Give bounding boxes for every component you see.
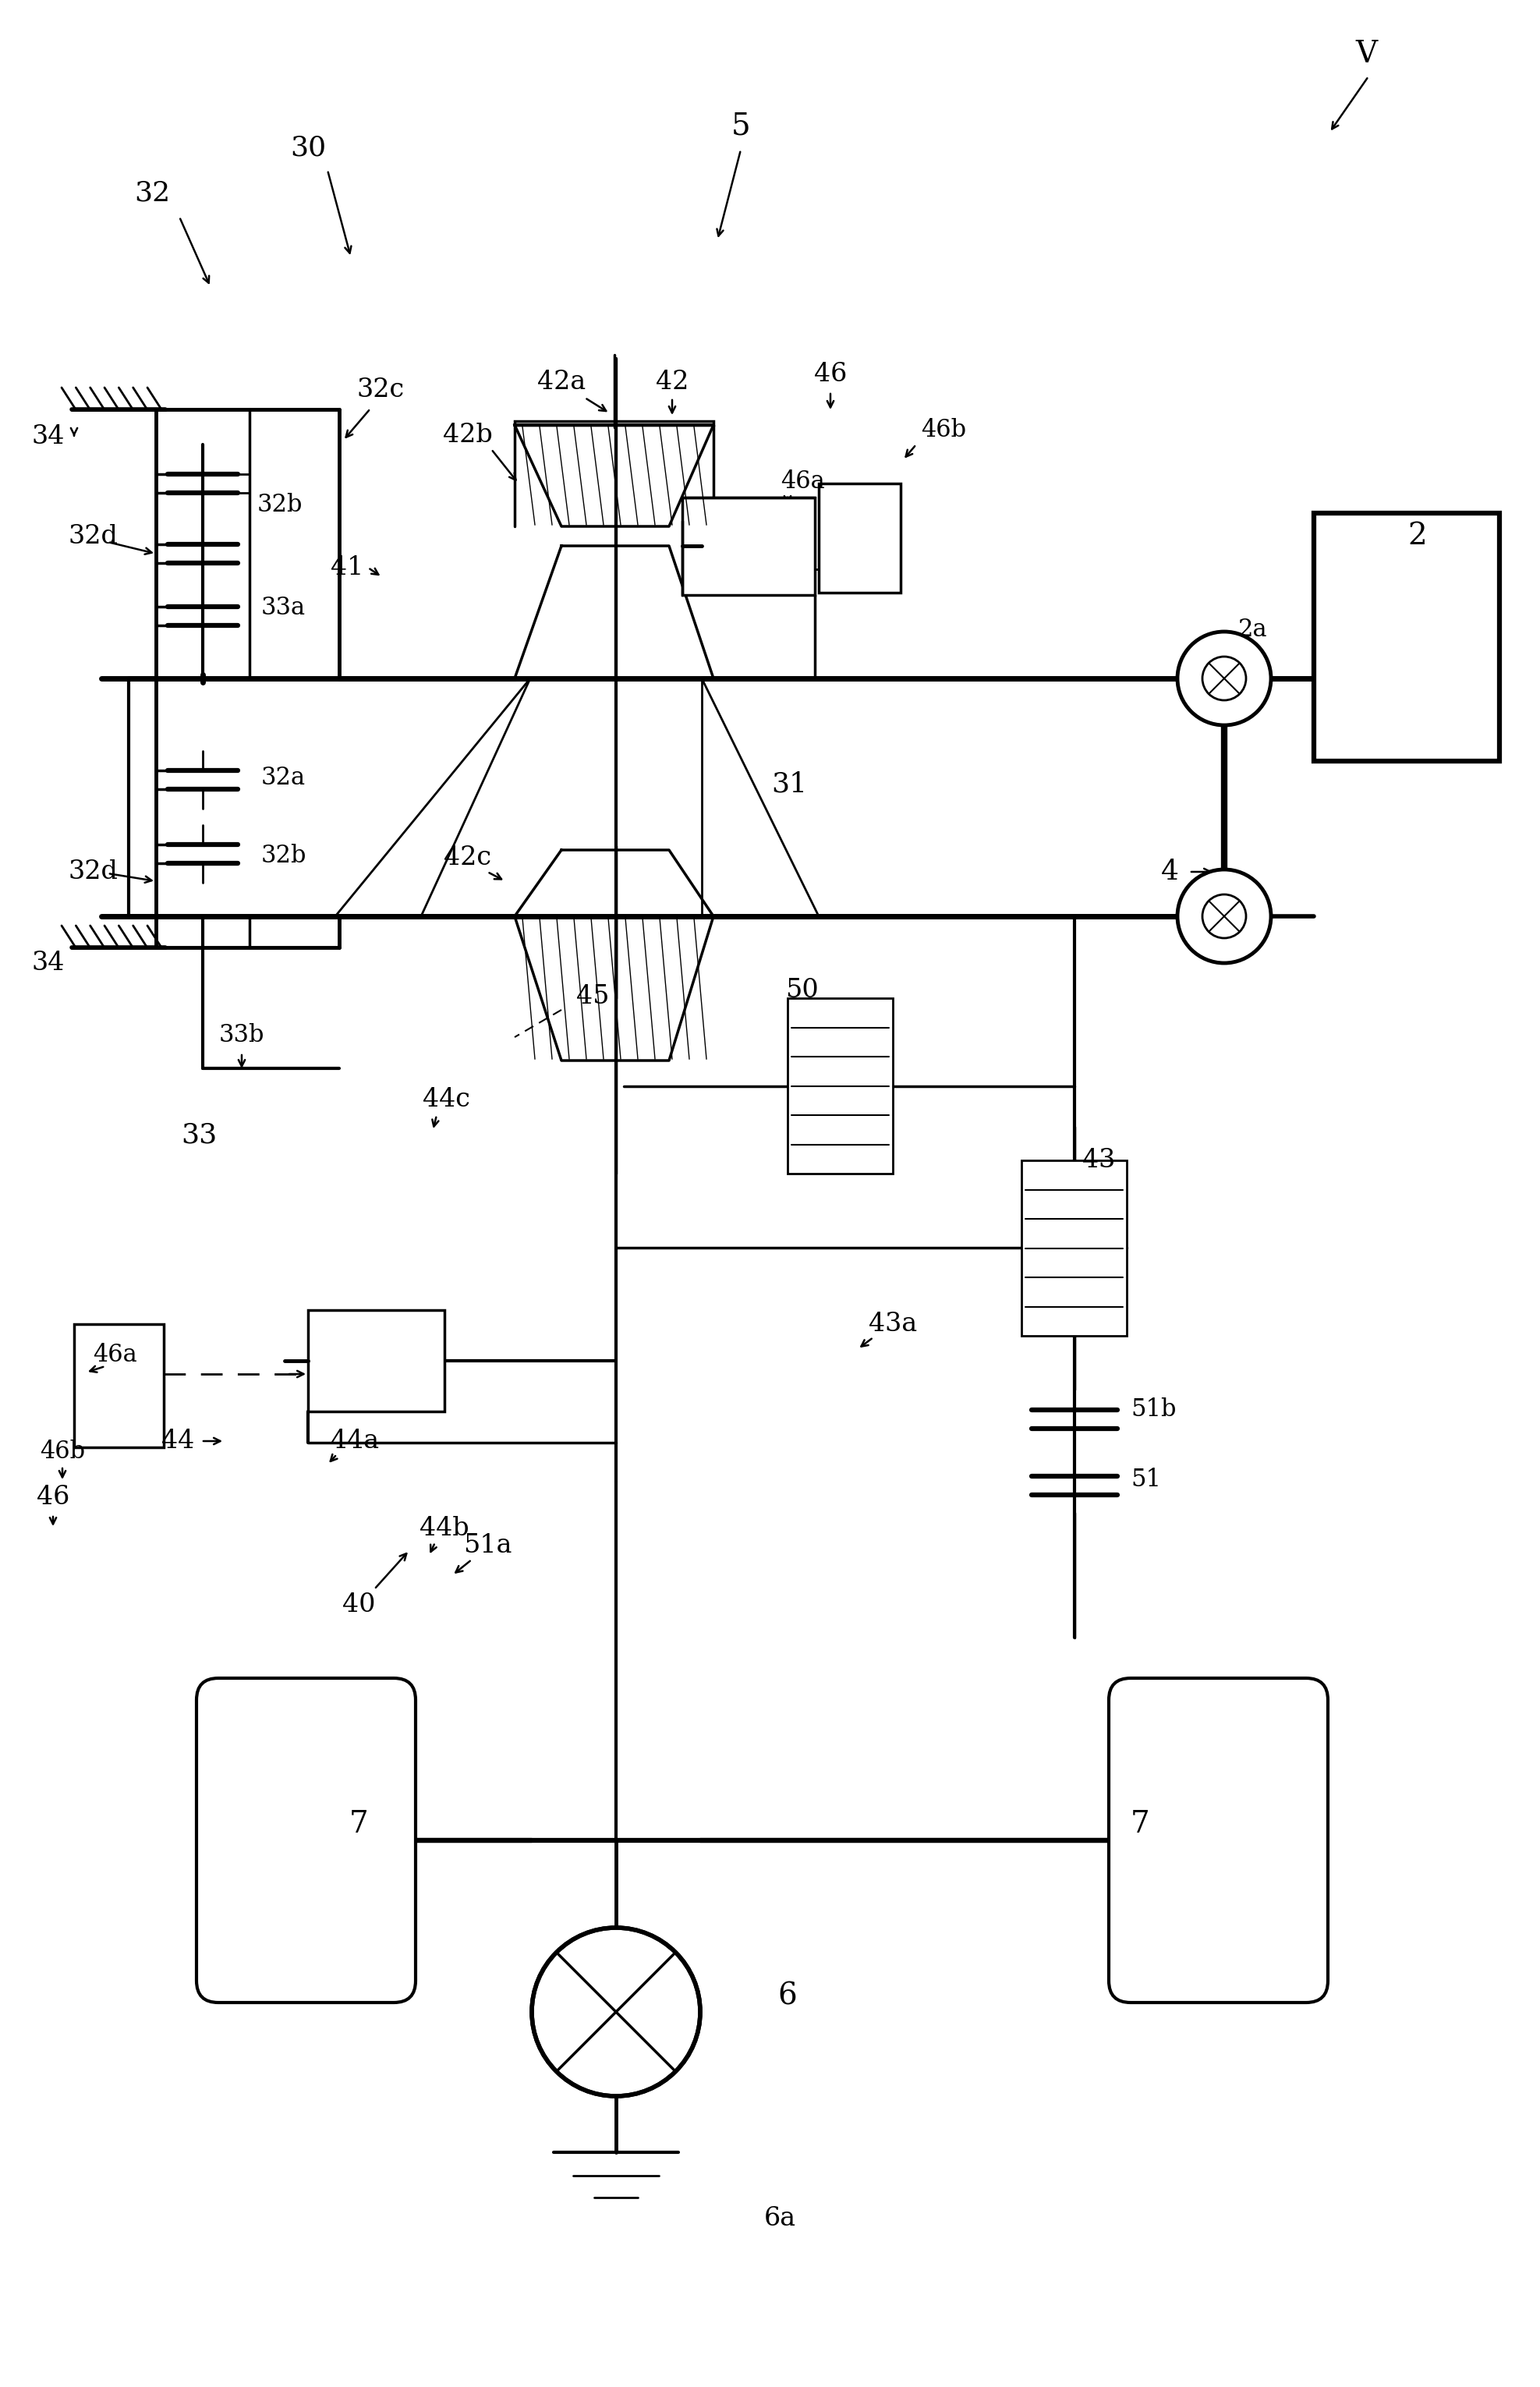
FancyBboxPatch shape [197, 1678, 416, 2003]
Bar [514, 420, 713, 425]
Circle shape [1178, 869, 1270, 962]
Text: 46b: 46b [921, 418, 966, 442]
Text: 42b: 42b [444, 422, 493, 449]
Circle shape [531, 1929, 701, 2096]
Text: 42a: 42a [537, 370, 585, 394]
Text: 51b: 51b [1130, 1399, 1177, 1423]
Text: 40: 40 [342, 1592, 376, 1618]
Bar [74, 1325, 163, 1447]
Text: 6: 6 [778, 1981, 798, 2010]
Text: 32b: 32b [262, 845, 306, 869]
Text: 41: 41 [331, 556, 363, 580]
Text: 2a: 2a [1238, 618, 1267, 642]
Bar [787, 998, 893, 1174]
Circle shape [1178, 633, 1270, 726]
Circle shape [1203, 656, 1246, 699]
Text: 34: 34 [32, 425, 65, 449]
Text: 44: 44 [162, 1427, 194, 1454]
Text: 43a: 43a [869, 1310, 918, 1337]
Text: 33b: 33b [219, 1024, 265, 1048]
Text: 44b: 44b [419, 1516, 470, 1542]
Circle shape [1203, 895, 1246, 938]
Text: 7: 7 [350, 1809, 368, 1838]
Text: 32: 32 [134, 179, 169, 208]
Text: 32c: 32c [357, 377, 405, 403]
Text: 34: 34 [32, 950, 65, 976]
Text: 32d: 32d [69, 525, 119, 549]
Text: 31: 31 [772, 771, 807, 797]
Text: 5: 5 [732, 112, 750, 141]
Text: 32b: 32b [257, 494, 303, 518]
Text: 2: 2 [1408, 523, 1428, 551]
Text: 43: 43 [1083, 1148, 1115, 1172]
Text: 46: 46 [37, 1485, 69, 1509]
Text: 33: 33 [180, 1122, 217, 1148]
Text: 4: 4 [1161, 859, 1178, 886]
FancyBboxPatch shape [1109, 1678, 1327, 2003]
Bar [308, 1310, 445, 1411]
Text: 45: 45 [576, 983, 610, 1010]
Text: 46b: 46b [40, 1439, 85, 1463]
Text: 42c: 42c [444, 845, 491, 871]
Text: 51: 51 [1130, 1468, 1161, 1492]
Text: 30: 30 [290, 136, 326, 162]
Bar [819, 485, 901, 592]
Text: 46: 46 [815, 363, 847, 387]
Text: 50: 50 [785, 979, 818, 1003]
Text: V: V [1355, 41, 1377, 69]
Text: 6a: 6a [764, 2206, 796, 2232]
Bar [1314, 513, 1500, 761]
Text: 46a: 46a [94, 1344, 137, 1368]
Bar [1021, 1160, 1127, 1337]
Text: 44a: 44a [331, 1427, 379, 1454]
Text: 33a: 33a [262, 597, 306, 621]
Text: 32a: 32a [262, 766, 306, 790]
Text: 32d: 32d [69, 859, 119, 883]
Bar [682, 496, 815, 594]
Text: 7: 7 [1130, 1809, 1150, 1838]
Text: 46a: 46a [781, 470, 825, 494]
Text: 51a: 51a [464, 1532, 511, 1559]
Text: 44c: 44c [422, 1086, 470, 1112]
Text: 42: 42 [656, 370, 688, 394]
